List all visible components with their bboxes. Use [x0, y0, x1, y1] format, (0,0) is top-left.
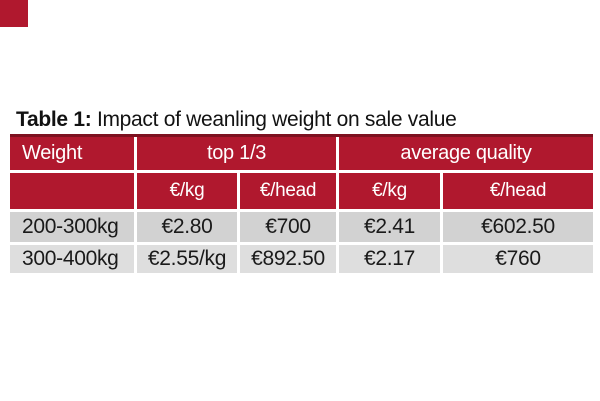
cell-avg-eur-kg-2: €2.17	[339, 245, 440, 273]
header-cell-top-third: top 1/3	[137, 137, 336, 170]
table-title: Table 1: Impact of weanling weight on sa…	[16, 108, 457, 132]
table-title-prefix: Table 1:	[16, 108, 92, 131]
header-cell-avg-eur-per-head: €/head	[443, 173, 593, 209]
header-cell-empty	[10, 173, 134, 209]
cell-weight-range-2: 300-400kg	[10, 245, 134, 273]
cell-top-eur-kg-2: €2.55/kg	[137, 245, 237, 273]
cell-avg-eur-head-1: €602.50	[443, 212, 593, 242]
cell-top-eur-head-1: €700	[240, 212, 336, 242]
cell-weight-range-1: 200-300kg	[10, 212, 134, 242]
cell-top-eur-head-2: €892.50	[240, 245, 336, 273]
red-accent-square	[0, 0, 28, 27]
header-cell-weight: Weight	[10, 137, 134, 170]
weanling-weight-table: Weight top 1/3 average quality €/kg €/he…	[10, 134, 593, 273]
cell-top-eur-kg-1: €2.80	[137, 212, 237, 242]
header-cell-top-eur-per-head: €/head	[240, 173, 336, 209]
cell-avg-eur-head-2: €760	[443, 245, 593, 273]
header-cell-top-eur-per-kg: €/kg	[137, 173, 237, 209]
header-cell-average-quality: average quality	[339, 137, 593, 170]
cell-avg-eur-kg-1: €2.41	[339, 212, 440, 242]
header-cell-avg-eur-per-kg: €/kg	[339, 173, 440, 209]
table-title-text: Impact of weanling weight on sale value	[91, 108, 457, 131]
